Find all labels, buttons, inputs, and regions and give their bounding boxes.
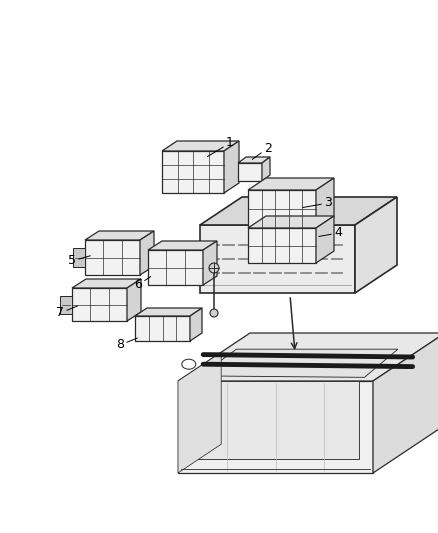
Text: 4: 4: [319, 227, 342, 239]
Polygon shape: [140, 231, 154, 275]
Circle shape: [209, 263, 219, 273]
Polygon shape: [238, 157, 270, 163]
Polygon shape: [316, 178, 334, 228]
Text: 8: 8: [116, 338, 138, 351]
Polygon shape: [316, 216, 334, 263]
Polygon shape: [190, 308, 202, 341]
Polygon shape: [72, 279, 141, 288]
Polygon shape: [200, 225, 355, 293]
Polygon shape: [162, 141, 239, 151]
Polygon shape: [178, 381, 373, 473]
Text: 7: 7: [56, 306, 78, 319]
Polygon shape: [135, 316, 190, 341]
Polygon shape: [200, 349, 398, 377]
Polygon shape: [127, 279, 141, 321]
Polygon shape: [248, 190, 316, 228]
Circle shape: [210, 309, 218, 317]
Polygon shape: [148, 250, 203, 285]
Polygon shape: [200, 197, 397, 225]
Polygon shape: [178, 352, 221, 473]
Polygon shape: [203, 241, 217, 285]
Polygon shape: [192, 381, 359, 459]
Polygon shape: [248, 216, 334, 228]
Polygon shape: [72, 288, 127, 321]
Polygon shape: [162, 151, 224, 193]
Text: 3: 3: [303, 197, 332, 209]
Polygon shape: [178, 333, 438, 381]
Polygon shape: [248, 178, 334, 190]
Text: 2: 2: [252, 141, 272, 159]
Polygon shape: [85, 240, 140, 275]
Polygon shape: [148, 241, 217, 250]
Polygon shape: [248, 228, 316, 263]
Polygon shape: [355, 197, 397, 293]
Polygon shape: [238, 163, 262, 181]
Polygon shape: [60, 296, 72, 314]
Text: 6: 6: [134, 277, 151, 292]
Polygon shape: [224, 141, 239, 193]
Polygon shape: [135, 308, 202, 316]
Text: 1: 1: [207, 136, 234, 157]
Text: 5: 5: [68, 254, 90, 268]
Polygon shape: [73, 248, 85, 268]
Polygon shape: [373, 333, 438, 473]
Polygon shape: [262, 157, 270, 181]
Polygon shape: [85, 231, 154, 240]
